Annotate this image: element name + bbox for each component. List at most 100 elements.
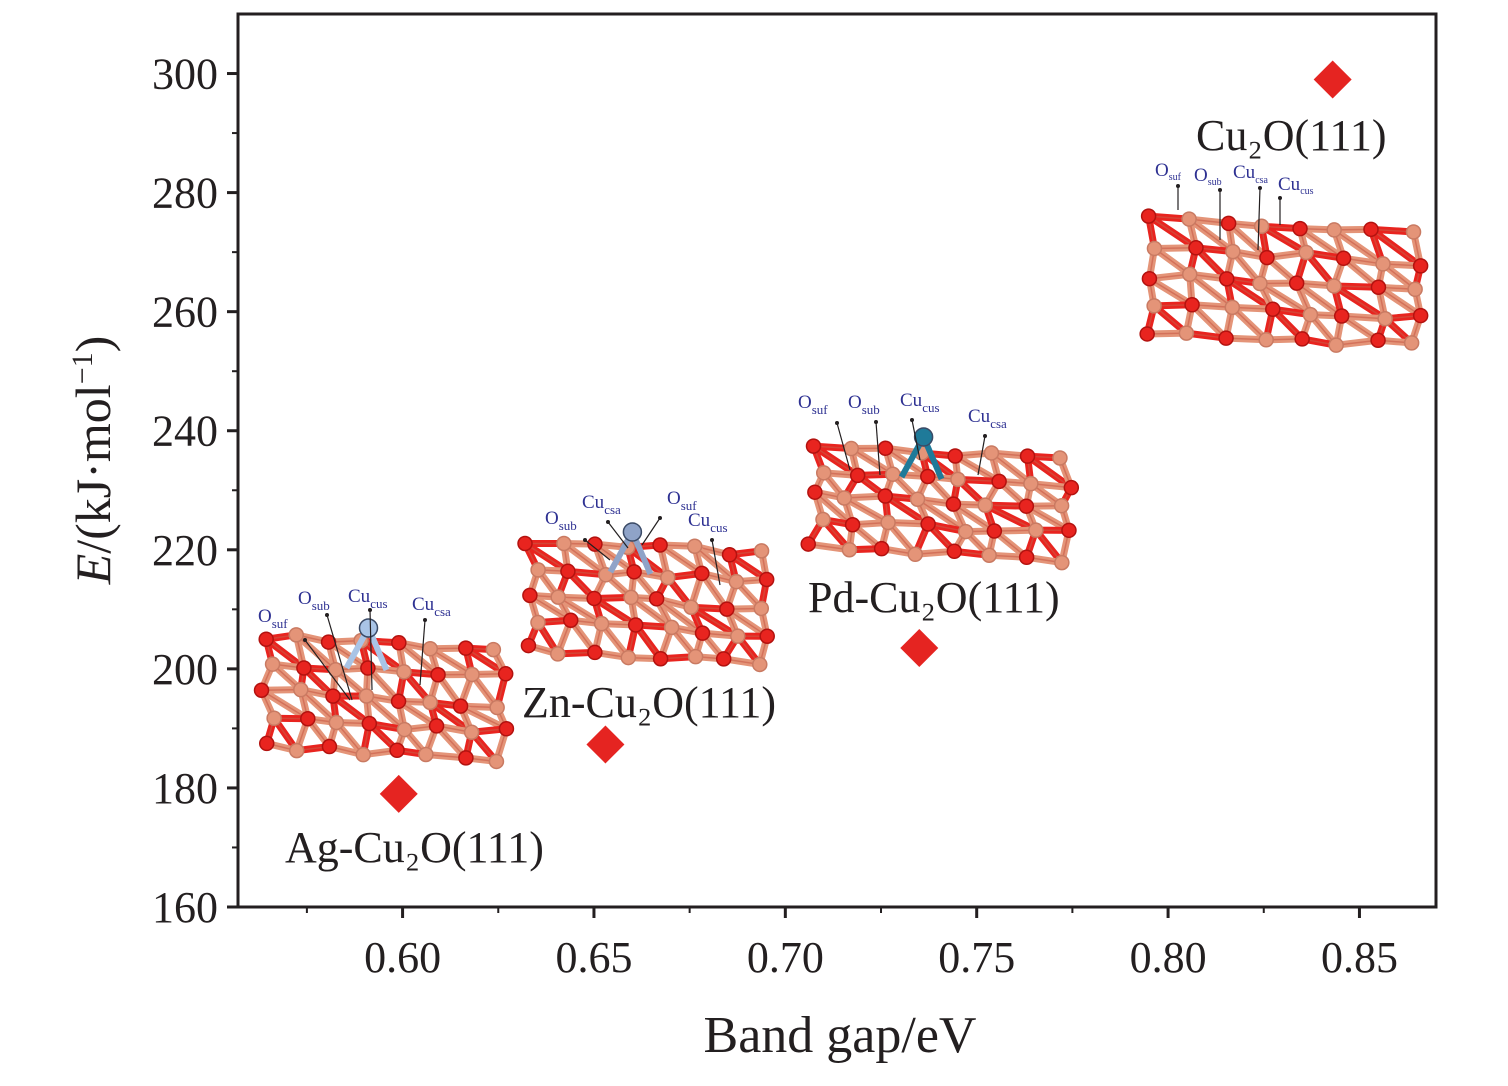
site-label: Osuf <box>798 392 828 417</box>
data-point <box>379 774 418 813</box>
copper-atom <box>1053 497 1070 514</box>
copper-atom <box>753 543 770 559</box>
oxygen-atom <box>1294 331 1310 347</box>
site-label-sub: cus <box>710 520 727 535</box>
copper-atom <box>1146 240 1163 257</box>
site-arrowhead <box>583 538 587 542</box>
site-label-sub: suf <box>1169 172 1182 183</box>
x-tick-label: 0.80 <box>1130 933 1207 982</box>
copper-atom <box>907 546 924 563</box>
oxygen-atom <box>1218 271 1235 287</box>
copper-atom <box>1181 211 1197 227</box>
oxygen-atom <box>759 628 775 644</box>
site-label-base: O <box>1155 160 1169 181</box>
oxygen-atom <box>586 590 602 607</box>
site-arrow <box>607 521 629 549</box>
copper-atom <box>489 699 505 716</box>
site-label-base: O <box>258 606 272 627</box>
site-arrow <box>419 619 426 686</box>
copper-atom <box>752 656 768 673</box>
x-tick-label: 0.70 <box>747 933 824 982</box>
plot-frame <box>236 12 1438 909</box>
oxygen-atom <box>807 484 823 500</box>
copper-atom <box>841 541 858 558</box>
copper-atom <box>485 641 502 658</box>
oxygen-atom <box>430 666 446 683</box>
oxygen-atom <box>877 488 893 504</box>
copper-atom <box>1023 475 1039 492</box>
bond-edge <box>1296 282 1343 317</box>
site-label-sub: sub <box>862 402 880 417</box>
site-label: Cucus <box>348 586 388 611</box>
bond-edge <box>1378 286 1422 317</box>
site-label-sub: csa <box>990 416 1007 431</box>
y-tick-label: 300 <box>152 50 218 99</box>
bond-edge <box>524 542 569 572</box>
bond-edge <box>694 545 737 583</box>
copper-atom <box>1326 222 1342 238</box>
oxygen-atom <box>1140 208 1157 224</box>
site-label-base: O <box>798 392 812 413</box>
oxygen-atom <box>694 565 710 582</box>
bond-edge <box>365 695 405 731</box>
oxygen-atom <box>758 571 775 588</box>
oxygen-atom <box>1220 215 1237 232</box>
copper-atom <box>1407 281 1423 298</box>
site-arrow <box>875 421 881 476</box>
x-tick-label: 0.75 <box>938 933 1015 982</box>
copper-atom <box>593 615 610 632</box>
dopant-atom <box>358 618 379 638</box>
bond-edge <box>1226 278 1274 310</box>
bond-edge <box>813 445 859 477</box>
bond-edge <box>465 647 507 675</box>
y-tick-label: 240 <box>152 407 218 456</box>
structure-name: Ag-Cu₂O(111) <box>285 823 544 872</box>
oxygen-atom <box>1061 522 1077 539</box>
site-label-sub: cus <box>922 400 939 415</box>
copper-atom <box>418 746 434 763</box>
oxygen-atom <box>652 537 668 553</box>
oxygen-atom <box>325 688 341 704</box>
copper-atom <box>957 523 974 540</box>
bond-edge <box>429 648 473 676</box>
copper-atom <box>1403 335 1420 351</box>
site-arrowhead <box>423 618 427 622</box>
oxygen-atom <box>520 637 537 654</box>
oxygen-atom <box>321 738 338 755</box>
site-label: Cucus <box>1278 174 1314 197</box>
copper-atom <box>396 664 412 680</box>
structure-name: Cu₂O(111) <box>1196 111 1387 160</box>
bond-edge <box>557 596 602 625</box>
dopant-atom <box>913 427 934 447</box>
copper-atom <box>422 694 438 711</box>
bond-edge <box>594 543 635 573</box>
bond-edge <box>529 594 572 621</box>
bond-edge <box>1189 273 1233 308</box>
bond-edge <box>656 598 703 634</box>
site-arrowhead <box>874 420 878 424</box>
copper-atom <box>266 710 282 727</box>
copper-atom <box>422 640 438 657</box>
molecule-illustrations <box>253 208 1429 770</box>
site-arrow <box>1257 187 1261 251</box>
site-arrowhead <box>606 520 610 524</box>
oxygen-atom <box>1265 301 1281 317</box>
x-axis-title: Band gap/eV <box>704 1007 977 1064</box>
site-arrow <box>304 639 351 701</box>
copper-atom <box>663 619 680 636</box>
bond-edge <box>991 452 1032 485</box>
site-label-base: Cu <box>1233 162 1256 183</box>
copper-atom <box>288 627 304 643</box>
copper-atom <box>884 466 901 482</box>
oxygen-atom <box>361 715 378 732</box>
oxygen-atom <box>1333 308 1350 324</box>
bond-edge <box>1259 282 1311 316</box>
site-label: Osuf <box>667 488 697 513</box>
axes <box>236 12 1438 909</box>
bond-edge <box>300 689 337 724</box>
y-axis-title-sup: −1 <box>66 352 99 384</box>
oxygen-atom <box>458 640 474 656</box>
copper-atom <box>1405 224 1422 240</box>
copper-atom <box>1375 256 1391 272</box>
bond-edge <box>1191 304 1227 339</box>
